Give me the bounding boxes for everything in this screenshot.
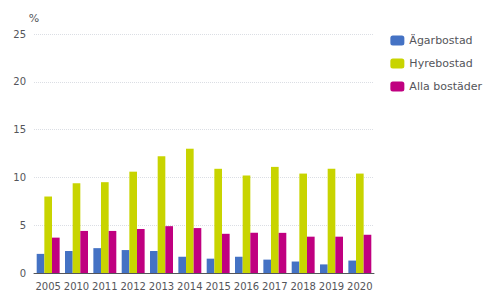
svg-text:5: 5 — [20, 220, 26, 231]
svg-text:2010: 2010 — [64, 281, 89, 292]
svg-text:2018: 2018 — [290, 281, 315, 292]
svg-text:2020: 2020 — [347, 281, 372, 292]
svg-text:2016: 2016 — [234, 281, 259, 292]
svg-text:Alla bostäder: Alla bostäder — [409, 80, 482, 93]
svg-text:10: 10 — [13, 172, 26, 183]
svg-text:Hyrebostad: Hyrebostad — [409, 57, 472, 70]
svg-text:15: 15 — [13, 124, 26, 135]
svg-text:Ägarbostad: Ägarbostad — [409, 34, 472, 47]
svg-text:0: 0 — [20, 268, 26, 279]
svg-text:25: 25 — [13, 29, 26, 40]
svg-text:2013: 2013 — [149, 281, 174, 292]
svg-text:2005: 2005 — [35, 281, 60, 292]
svg-text:2014: 2014 — [177, 281, 202, 292]
svg-text:20: 20 — [13, 76, 26, 87]
svg-text:%: % — [29, 12, 39, 25]
svg-text:2017: 2017 — [262, 281, 287, 292]
svg-text:2015: 2015 — [205, 281, 230, 292]
svg-text:2019: 2019 — [319, 281, 344, 292]
svg-text:2011: 2011 — [92, 281, 117, 292]
svg-text:2012: 2012 — [120, 281, 145, 292]
